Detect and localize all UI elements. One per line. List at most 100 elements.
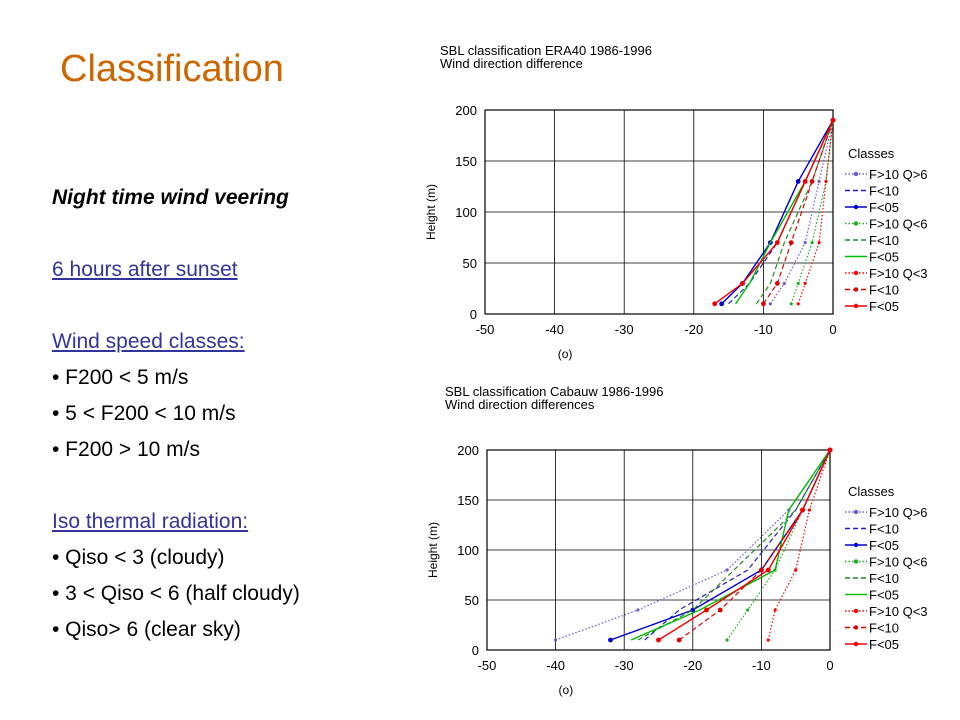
wind-class-item: • 5 < F200 < 10 m/s: [52, 402, 236, 425]
legend-marker: [853, 221, 859, 226]
series-point: [746, 608, 750, 612]
series-point: [717, 607, 723, 613]
legend-marker: [853, 171, 859, 177]
series-point: [773, 608, 777, 612]
series-point: [796, 281, 800, 285]
y-tick-label: 200: [457, 443, 479, 458]
slide-title: Classification: [60, 48, 284, 90]
legend-label: F>10 Q<3: [869, 604, 928, 619]
series-point: [766, 638, 770, 642]
series-line: [637, 449, 831, 641]
series-point: [765, 567, 771, 573]
legend-label: F<05: [869, 637, 899, 652]
y-tick-label: 150: [457, 493, 479, 508]
legend-marker: [853, 608, 859, 614]
legend-marker: [853, 625, 859, 630]
y-tick-label: 200: [455, 103, 477, 118]
wind-classes-header[interactable]: Wind speed classes:: [52, 330, 245, 353]
series-line: [767, 449, 831, 641]
legend-label: F<05: [869, 250, 899, 265]
legend-title: Classes: [848, 146, 895, 161]
x-tick-label: -20: [684, 322, 703, 337]
radiation-header[interactable]: Iso thermal radiation:: [52, 510, 249, 533]
legend-label: F<10: [869, 522, 899, 537]
series-point: [810, 241, 814, 245]
x-tick-label: -10: [752, 658, 771, 673]
chart-title: SBL classification ERA40 1986-1996: [440, 43, 652, 58]
series-line: [797, 120, 834, 304]
series-point: [719, 301, 725, 307]
x-tick-label: -50: [478, 658, 497, 673]
left-text-panel: Night time wind veering 6 hours after su…: [52, 180, 432, 648]
x-tick-label: -10: [754, 322, 773, 337]
series-point: [608, 637, 613, 643]
series-point: [809, 179, 815, 184]
x-axis-label: (o): [558, 347, 573, 361]
series-line: [790, 120, 834, 304]
y-tick-label: 0: [470, 307, 477, 322]
y-tick-label: 150: [455, 154, 477, 169]
legend-label: F<05: [869, 538, 899, 553]
chart-title: SBL classification Cabauw 1986-1996: [445, 384, 664, 399]
series-point: [794, 568, 798, 572]
legend-marker: [853, 542, 859, 548]
legend-label: F>10 Q<3: [869, 266, 928, 281]
series-point: [789, 302, 793, 306]
series-point: [796, 302, 800, 306]
x-tick-label: -30: [615, 658, 634, 673]
series-point: [759, 567, 764, 573]
x-tick-label: -40: [546, 658, 565, 673]
legend-marker: [853, 270, 859, 276]
legend-label: F>10 Q<6: [869, 555, 928, 570]
heading-wind-veering: Night time wind veering: [52, 186, 289, 209]
series-point: [824, 179, 828, 183]
x-tick-label: -50: [476, 322, 495, 337]
radiation-class-item: • 3 < Qiso < 6 (half cloudy): [52, 582, 300, 605]
legend-label: F<05: [869, 299, 899, 314]
x-tick-label: -40: [545, 322, 564, 337]
series-point: [636, 608, 640, 612]
legend-title: Classes: [848, 484, 895, 499]
series-point: [782, 281, 786, 285]
wind-class-item: • F200 < 5 m/s: [52, 366, 189, 389]
y-tick-label: 100: [455, 205, 477, 220]
series-point: [800, 507, 805, 513]
chart-1: SBL classification Cabauw 1986-1996Wind …: [426, 384, 928, 697]
x-tick-label: 0: [826, 658, 833, 673]
y-axis-label: Height (m): [424, 184, 438, 240]
series-point: [827, 447, 833, 453]
legend-label: F<10: [869, 283, 899, 298]
legend-label: F<10: [869, 233, 899, 248]
radiation-class-item: • Qiso> 6 (clear sky): [52, 618, 241, 641]
series-point: [725, 638, 729, 642]
wind-class-item: • F200 > 10 m/s: [52, 438, 201, 461]
chart-subtitle: Wind direction differences: [445, 397, 595, 412]
series-point: [788, 240, 794, 246]
legend-label: F<05: [869, 200, 899, 215]
series-line: [644, 449, 831, 641]
plot-frame: [486, 449, 831, 651]
series-point: [704, 607, 709, 613]
series-point: [803, 241, 807, 245]
series-point: [768, 302, 772, 306]
y-tick-label: 0: [472, 643, 479, 658]
series-point: [795, 179, 801, 184]
series-point: [676, 637, 682, 643]
x-tick-label: 0: [829, 322, 836, 337]
y-tick-label: 50: [465, 593, 479, 608]
series-point: [740, 281, 745, 286]
series-line: [658, 449, 831, 641]
series-point: [807, 508, 812, 512]
series-point: [774, 281, 780, 286]
y-tick-label: 50: [463, 256, 477, 271]
legend-label: F>10 Q<6: [869, 217, 928, 232]
radiation-class-item: • Qiso < 3 (cloudy): [52, 546, 225, 569]
series-point: [802, 179, 808, 184]
link-after-sunset[interactable]: 6 hours after sunset: [52, 258, 238, 281]
y-axis-label: Height (m): [426, 522, 440, 578]
legend-marker: [853, 204, 859, 210]
series-point: [656, 637, 661, 643]
x-tick-label: -30: [615, 322, 634, 337]
